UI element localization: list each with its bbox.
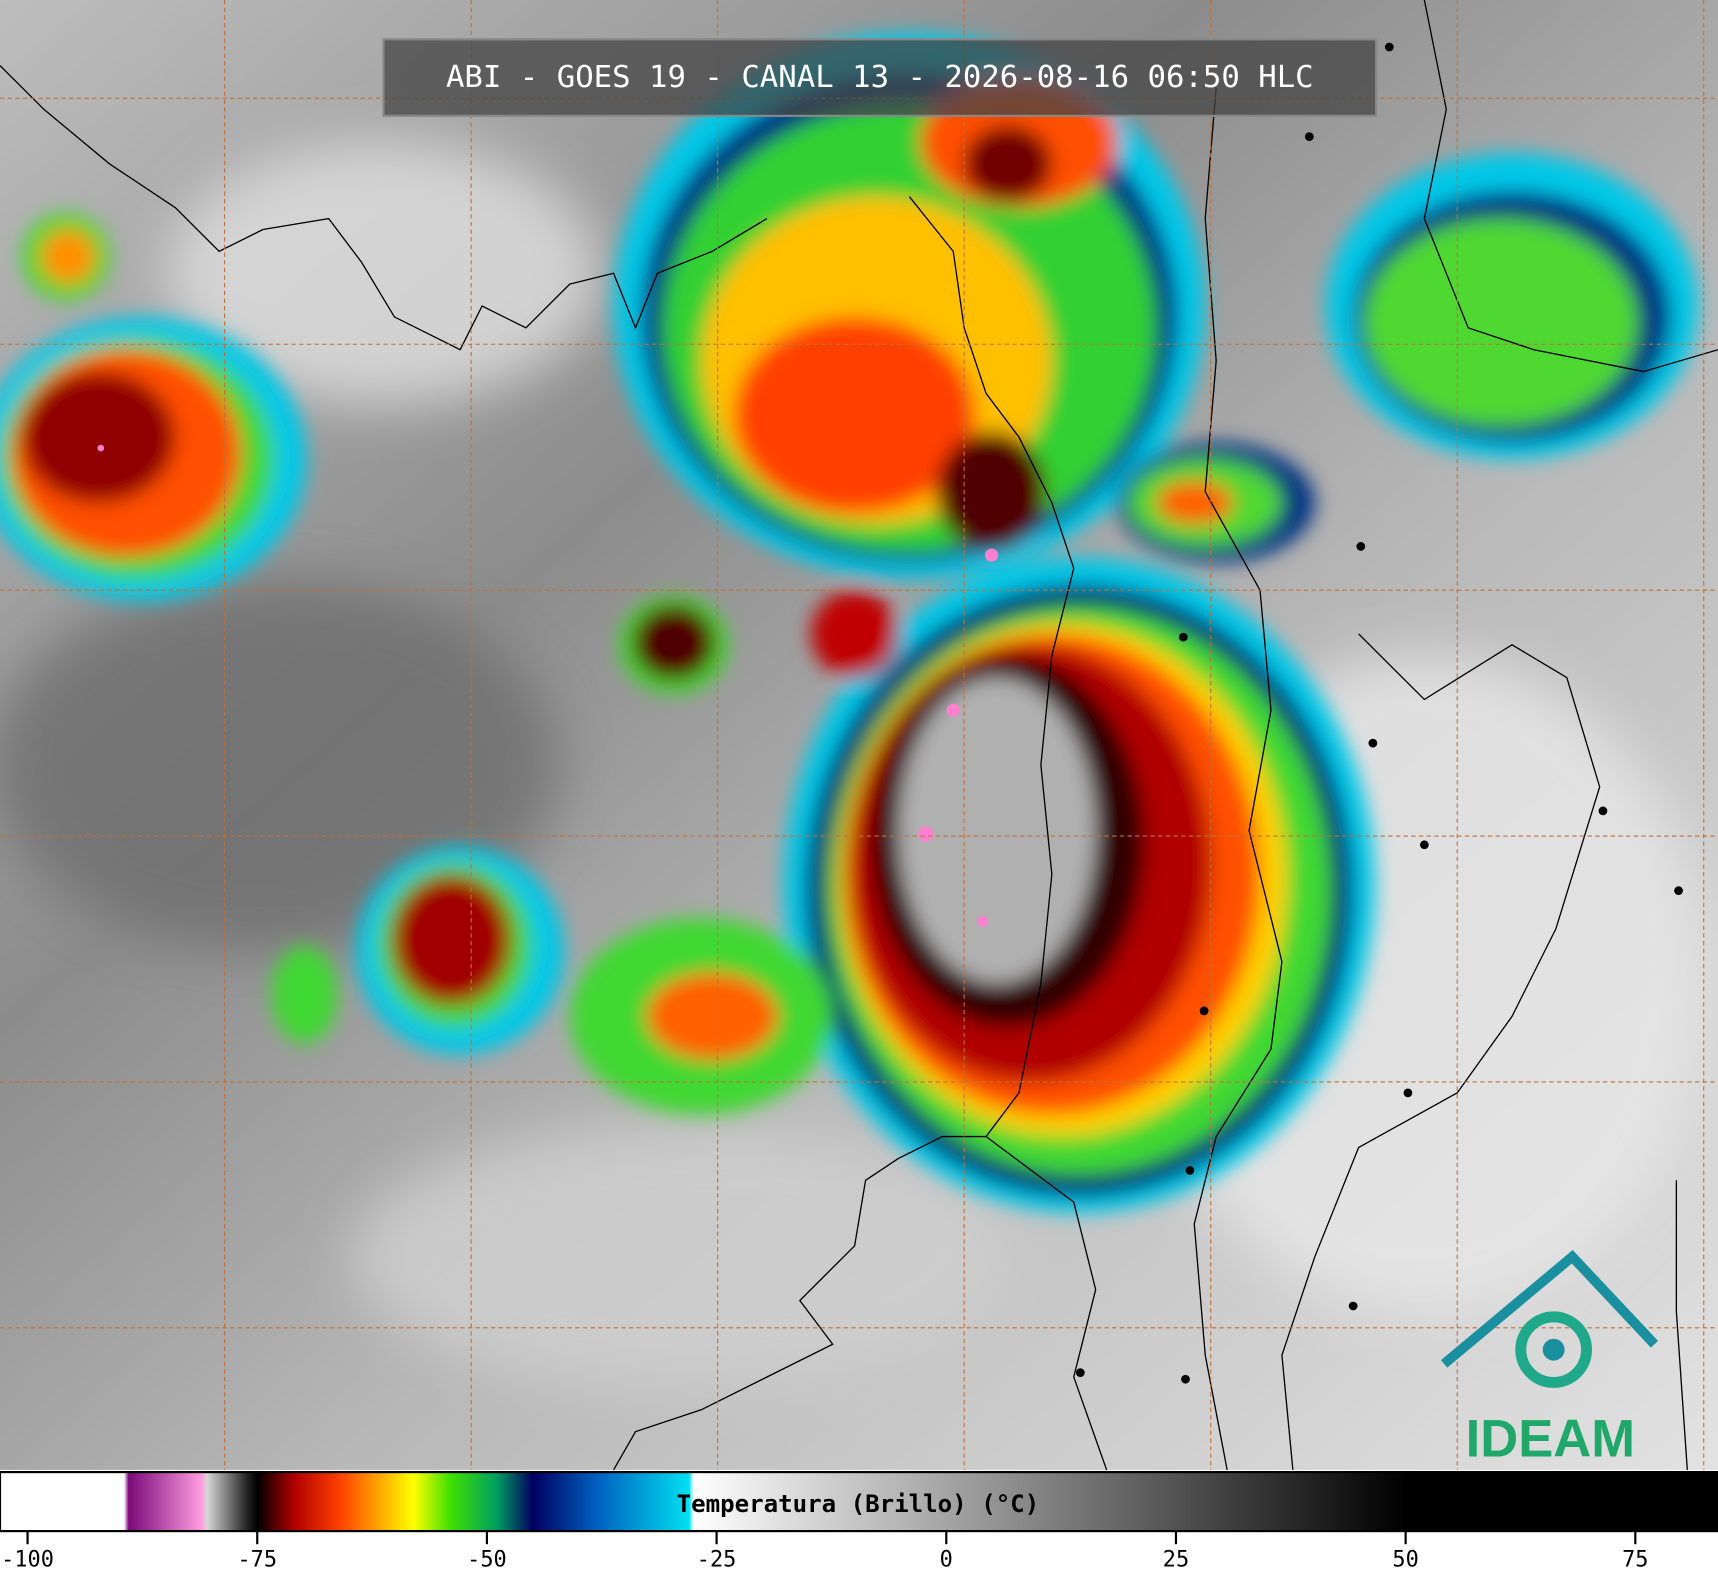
colorbar-label: Temperatura (Brillo) (°C)	[677, 1490, 1040, 1518]
tick-label: -75	[237, 1548, 277, 1573]
satellite-map	[0, 0, 1718, 1471]
colorbar: Temperatura (Brillo) (°C) -100 -75 -50 -25 0…	[0, 1470, 1718, 1573]
title: ABI - GOES 19 - CANAL 13 - 2026-08-16 06…	[446, 60, 1314, 95]
tick-label: -50	[467, 1548, 507, 1573]
tick-label: 75	[1622, 1548, 1648, 1573]
logo: IDEAM	[1440, 1250, 1659, 1468]
tick-label: -100	[1, 1548, 54, 1573]
tick-label: 50	[1392, 1548, 1418, 1573]
colorbar-ramp	[0, 1470, 1718, 1533]
logo-text: IDEAM	[1466, 1409, 1635, 1468]
tick-label: 25	[1163, 1548, 1189, 1573]
title-box: ABI - GOES 19 - CANAL 13 - 2026-08-16 06…	[382, 38, 1378, 117]
tick-label: 0	[940, 1548, 953, 1573]
tick-label: -25	[697, 1548, 737, 1573]
